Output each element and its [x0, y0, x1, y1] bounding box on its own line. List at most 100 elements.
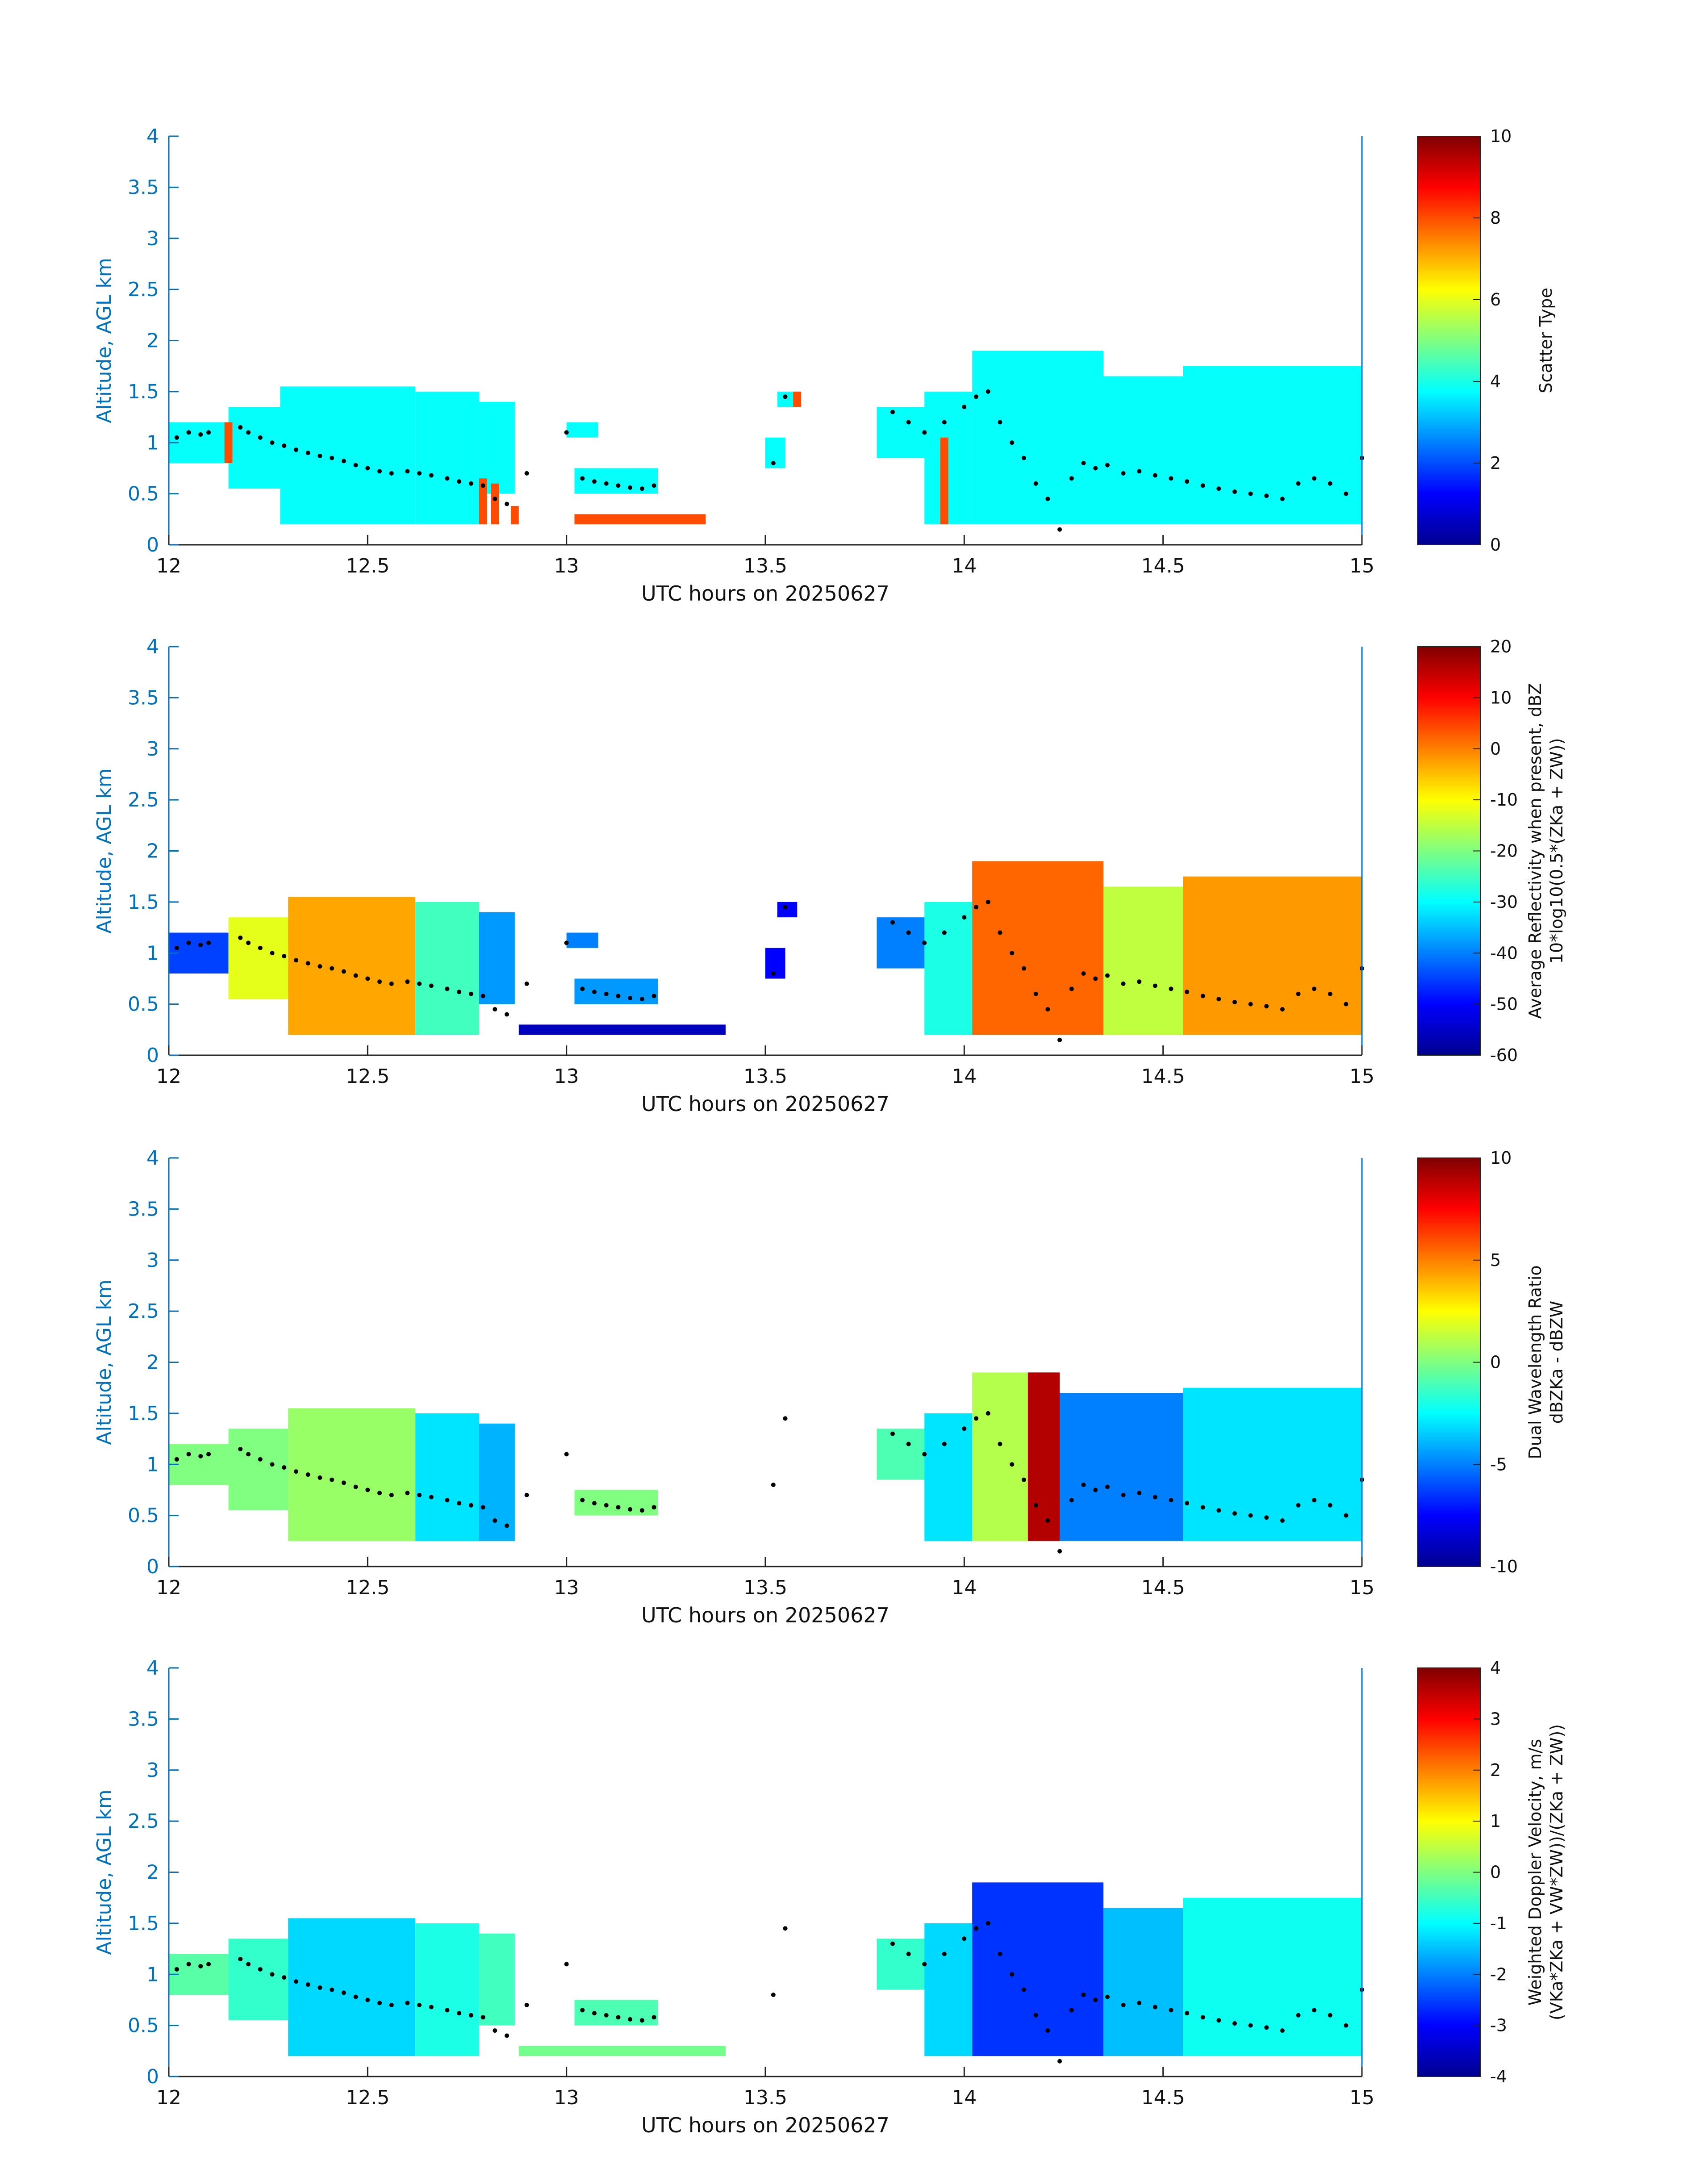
- cloud-base-marker: [417, 1492, 422, 1497]
- heatmap-cell: [566, 422, 598, 438]
- cloud-base-marker: [480, 2015, 485, 2020]
- cloud-base-marker: [639, 1508, 644, 1513]
- heatmap-cell: [1183, 1387, 1362, 1541]
- cloud-base-marker: [616, 1505, 621, 1510]
- cloud-base-marker: [468, 481, 473, 486]
- heatmap-cell: [972, 351, 1104, 525]
- cloud-base-marker: [493, 497, 497, 501]
- cloud-base-marker: [1312, 2008, 1317, 2013]
- cloud-base-marker: [1232, 1511, 1237, 1516]
- cloud-base-marker: [890, 1941, 895, 1946]
- cloud-base-marker: [974, 905, 979, 910]
- colorbar-tick-label: 10: [1490, 126, 1512, 146]
- colorbar-tick-label: 8: [1490, 208, 1501, 228]
- heatmap-cell: [1183, 366, 1362, 525]
- cloud-base-marker: [1296, 1503, 1301, 1508]
- cloud-base-marker: [282, 1465, 287, 1470]
- cloud-base-marker: [942, 420, 947, 425]
- x-axis-label: UTC hours on 20250627: [641, 1603, 889, 1627]
- cloud-base-marker: [1057, 2059, 1062, 2064]
- colorbar: [1417, 1667, 1481, 2077]
- x-tick-label: 13.5: [743, 2086, 787, 2109]
- y-tick-label: 1.5: [128, 1402, 159, 1425]
- heatmap-cell: [169, 1954, 229, 1995]
- cloud-base-marker: [305, 961, 310, 966]
- cloud-base-marker: [186, 1452, 191, 1457]
- cloud-base-marker: [1296, 2013, 1301, 2018]
- cloud-base-marker: [429, 1495, 434, 1500]
- cloud-base-marker: [405, 469, 410, 474]
- colorbar-tick-label: 2: [1490, 453, 1501, 473]
- heatmap-cell: [415, 902, 479, 1035]
- cloud-base-marker: [282, 443, 287, 448]
- cloud-base-marker: [783, 905, 788, 910]
- cloud-base-marker: [389, 471, 394, 476]
- cloud-base-marker: [1069, 1498, 1074, 1503]
- heatmap-cell: [415, 1413, 479, 1541]
- x-axis-label: UTC hours on 20250627: [641, 581, 889, 606]
- y-tick-label: 2: [146, 840, 159, 863]
- cloud-base-marker: [174, 435, 179, 440]
- cloud-base-marker: [1137, 1491, 1142, 1496]
- cloud-base-marker: [282, 1975, 287, 1980]
- cloud-base-marker: [1153, 2005, 1157, 2010]
- cloud-base-marker: [974, 1926, 979, 1931]
- colorbar-tick-label: -40: [1490, 943, 1518, 963]
- cloud-base-marker: [1232, 489, 1237, 494]
- cloud-base-marker: [651, 483, 656, 488]
- colorbar-tick-label: -2: [1490, 1964, 1507, 1984]
- heatmap-cell: [491, 483, 499, 525]
- cloud-base-marker: [174, 1457, 179, 1462]
- cloud-base-marker: [270, 1462, 275, 1467]
- cloud-base-marker: [1069, 476, 1074, 481]
- y-tick-label: 1: [146, 942, 159, 965]
- cloud-base-marker: [986, 389, 990, 394]
- cloud-base-marker: [616, 2015, 621, 2020]
- cloud-base-marker: [330, 1987, 334, 1992]
- cloud-base-marker: [1081, 971, 1086, 976]
- cloud-base-marker: [1185, 990, 1190, 994]
- x-tick-label: 12.5: [346, 2086, 389, 2109]
- colorbar-tick-label: -10: [1490, 1557, 1518, 1576]
- cloud-base-marker: [1296, 481, 1301, 486]
- cloud-base-marker: [206, 430, 211, 435]
- y-tick-label: 0: [146, 534, 159, 556]
- cloud-base-marker: [365, 976, 370, 981]
- cloud-base-marker: [639, 2018, 644, 2023]
- cloud-base-marker: [942, 930, 947, 935]
- x-tick-label: 12: [156, 1576, 181, 1599]
- cloud-base-marker: [1021, 1987, 1026, 1992]
- cloud-base-marker: [1121, 2002, 1126, 2007]
- cloud-base-marker: [1069, 2008, 1074, 2013]
- heatmap-cell: [940, 437, 948, 525]
- heatmap-cell: [228, 407, 280, 489]
- cloud-base-marker: [341, 969, 346, 974]
- colorbar-tick-label: 5: [1490, 1250, 1501, 1270]
- cloud-base-marker: [1137, 2001, 1142, 2006]
- cloud-base-marker: [429, 2005, 434, 2010]
- cloud-base-marker: [922, 1452, 927, 1457]
- cloud-base-marker: [986, 1411, 990, 1416]
- heatmap-cell: [924, 1413, 973, 1541]
- y-tick-label: 3.5: [128, 686, 159, 709]
- heatmap-cell: [479, 478, 487, 525]
- x-tick-label: 15: [1349, 555, 1374, 577]
- cloud-base-marker: [580, 476, 585, 481]
- cloud-base-marker: [1216, 1508, 1221, 1513]
- cloud-base-marker: [1137, 469, 1142, 474]
- cloud-base-marker: [1121, 471, 1126, 476]
- cloud-base-marker: [445, 1498, 450, 1503]
- cloud-base-marker: [198, 1964, 203, 1968]
- colorbar-tick-label: 2: [1490, 1760, 1501, 1780]
- y-tick-label: 3: [146, 738, 159, 760]
- cloud-base-marker: [429, 473, 434, 478]
- x-tick-label: 14.5: [1141, 1065, 1185, 1088]
- cloud-base-marker: [330, 1477, 334, 1482]
- cloud-base-marker: [389, 2002, 394, 2007]
- cloud-base-marker: [1185, 1501, 1190, 1506]
- cloud-base-marker: [457, 479, 462, 484]
- cloud-base-marker: [238, 935, 243, 940]
- y-tick-label: 3.5: [128, 1708, 159, 1730]
- colorbar-tick-label: -60: [1490, 1045, 1518, 1065]
- colorbar-tick-label: 10: [1490, 1148, 1512, 1168]
